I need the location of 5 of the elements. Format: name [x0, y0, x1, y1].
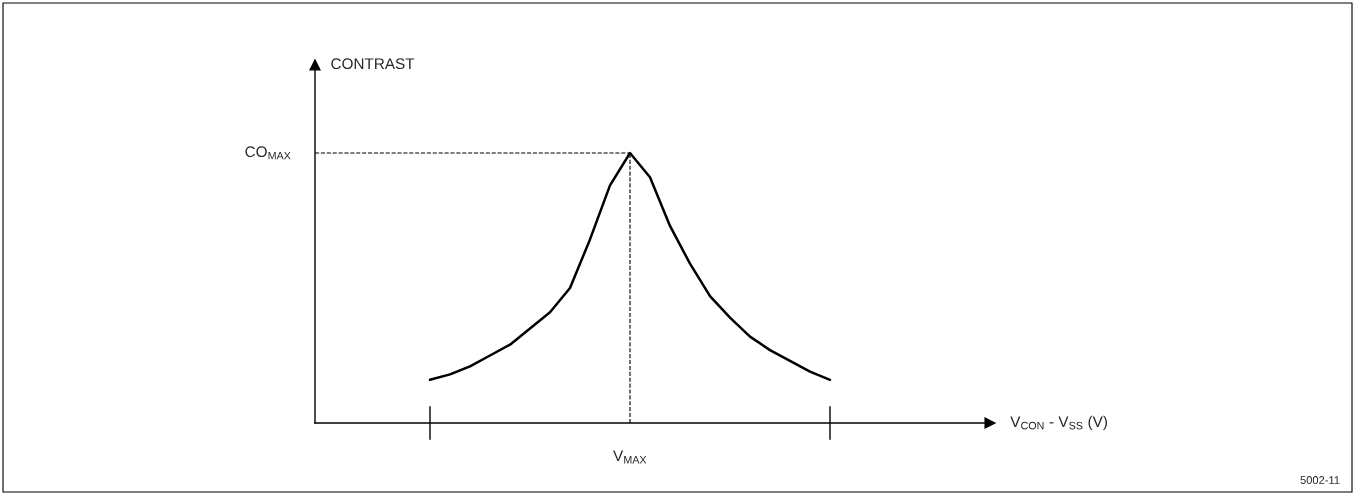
ref-line-label: CO$_{MAX}$ [245, 146, 291, 160]
text: V$_{MAX}$ [613, 450, 647, 464]
text: V$_{CON}$ - V$_{SS}$ (V) [1010, 415, 1107, 431]
text: CONTRAST [331, 58, 415, 70]
text: 5002-11 [1300, 476, 1340, 484]
